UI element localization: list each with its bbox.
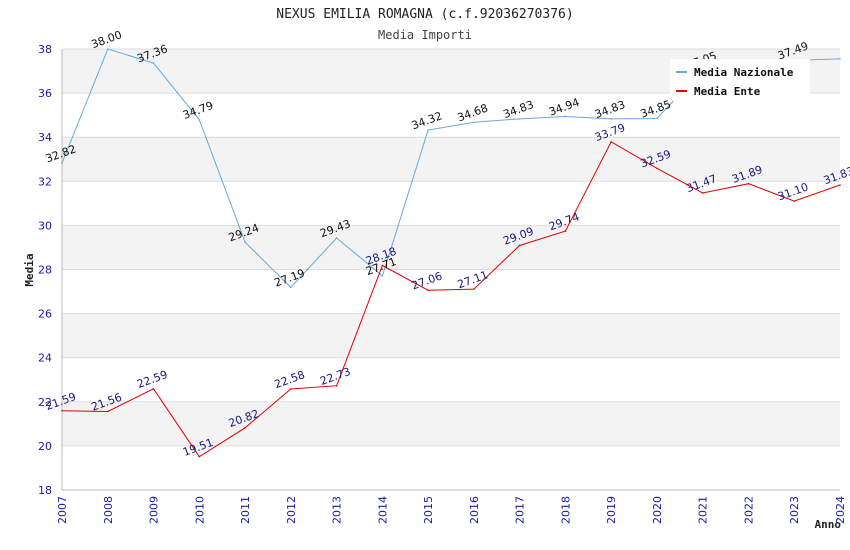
data-point xyxy=(473,121,475,124)
x-tick-label: 2013 xyxy=(331,496,344,524)
grid-band xyxy=(62,313,840,358)
x-tick-label: 2008 xyxy=(102,496,115,524)
x-tick-label: 2017 xyxy=(514,496,527,524)
data-label: 38.00 xyxy=(90,28,124,51)
y-tick-labels: 18 20 22 24 26 28 30 32 34 36 38 xyxy=(38,43,52,497)
x-tick-label: 2018 xyxy=(559,496,572,524)
legend-label: Media Nazionale xyxy=(694,66,794,79)
x-tick-label: 2021 xyxy=(697,496,710,524)
data-point xyxy=(564,115,567,118)
data-point xyxy=(152,387,155,390)
data-point xyxy=(518,244,521,247)
data-point xyxy=(793,200,796,202)
data-point xyxy=(839,184,841,186)
x-tick-label: 2024 xyxy=(834,496,847,524)
data-point xyxy=(564,230,567,232)
data-point xyxy=(152,62,155,64)
x-tick-label: 2010 xyxy=(193,496,206,524)
data-label: 22.73 xyxy=(318,365,352,388)
data-point xyxy=(61,162,63,165)
data-label: 34.83 xyxy=(501,98,535,121)
x-tick-label: 2022 xyxy=(742,496,755,524)
grid-band xyxy=(62,225,840,270)
y-tick-label: 32 xyxy=(38,175,52,188)
y-tick-label: 28 xyxy=(38,264,52,277)
y-tick-label: 18 xyxy=(38,484,52,497)
y-tick-label: 24 xyxy=(38,352,52,365)
y-tick-label: 26 xyxy=(38,308,52,321)
data-point xyxy=(427,289,429,292)
data-point xyxy=(656,167,658,170)
data-point xyxy=(610,118,612,120)
grid-bands xyxy=(62,49,840,446)
x-axis-title: Anno xyxy=(815,518,842,531)
data-label: 27.11 xyxy=(456,268,490,291)
data-point xyxy=(610,141,612,143)
data-point xyxy=(335,384,338,387)
data-label: 34.32 xyxy=(410,109,444,132)
y-tick-label: 34 xyxy=(38,131,52,144)
data-point xyxy=(290,286,292,289)
x-tick-label: 2019 xyxy=(605,496,618,524)
x-tick-label: 2011 xyxy=(239,496,252,524)
x-tick-label: 2023 xyxy=(788,496,801,524)
y-tick-label: 20 xyxy=(38,440,52,453)
data-label: 22.59 xyxy=(135,368,169,391)
data-point xyxy=(61,410,63,412)
series-line-1 xyxy=(61,141,841,458)
data-point xyxy=(381,264,384,267)
data-point xyxy=(701,192,704,194)
y-tick-label: 30 xyxy=(38,219,52,232)
data-point xyxy=(244,241,246,243)
legend: Media Nazionale Media Ente xyxy=(670,59,810,101)
x-tick-labels: 2007 2008 2009 2010 2011 2012 2013 2014 2015 2016… xyxy=(56,496,847,524)
x-tick-label: 2020 xyxy=(651,496,664,524)
chart-title: NEXUS EMILIA ROMAGNA (c.f.92036270376) xyxy=(276,7,573,22)
legend-box xyxy=(670,59,810,101)
data-point xyxy=(427,129,429,131)
legend-label: Media Ente xyxy=(694,85,761,98)
data-label: 31.10 xyxy=(776,180,810,203)
y-tick-label: 38 xyxy=(38,43,52,56)
x-tick-label: 2012 xyxy=(285,496,298,524)
grid-band xyxy=(62,401,840,446)
grid-band xyxy=(62,137,840,182)
data-label: 34.85 xyxy=(639,98,673,121)
data-point xyxy=(473,288,475,290)
data-point xyxy=(198,455,201,458)
data-point xyxy=(335,237,338,239)
data-point xyxy=(106,410,109,413)
x-tick-label: 2014 xyxy=(376,496,389,524)
data-point xyxy=(839,58,841,60)
y-tick-label: 22 xyxy=(38,396,52,409)
x-tick-label: 2016 xyxy=(468,496,481,524)
y-axis-title: Media xyxy=(23,253,36,286)
axes xyxy=(61,49,840,491)
data-point xyxy=(381,275,384,277)
data-label: 34.94 xyxy=(547,96,581,119)
data-point xyxy=(518,118,521,120)
x-tick-label: 2015 xyxy=(422,496,435,524)
data-label: 34.83 xyxy=(593,98,627,121)
data-point xyxy=(198,118,201,121)
x-tick-label: 2009 xyxy=(148,496,161,524)
data-point xyxy=(106,48,109,50)
data-point xyxy=(244,427,246,429)
y-tick-label: 36 xyxy=(38,87,52,100)
data-point xyxy=(290,388,292,390)
chart-subtitle: Media Importi xyxy=(378,28,472,42)
data-label: 27.06 xyxy=(410,269,444,292)
x-tick-label: 2007 xyxy=(56,496,69,524)
data-point xyxy=(656,117,658,120)
data-point xyxy=(747,182,750,185)
